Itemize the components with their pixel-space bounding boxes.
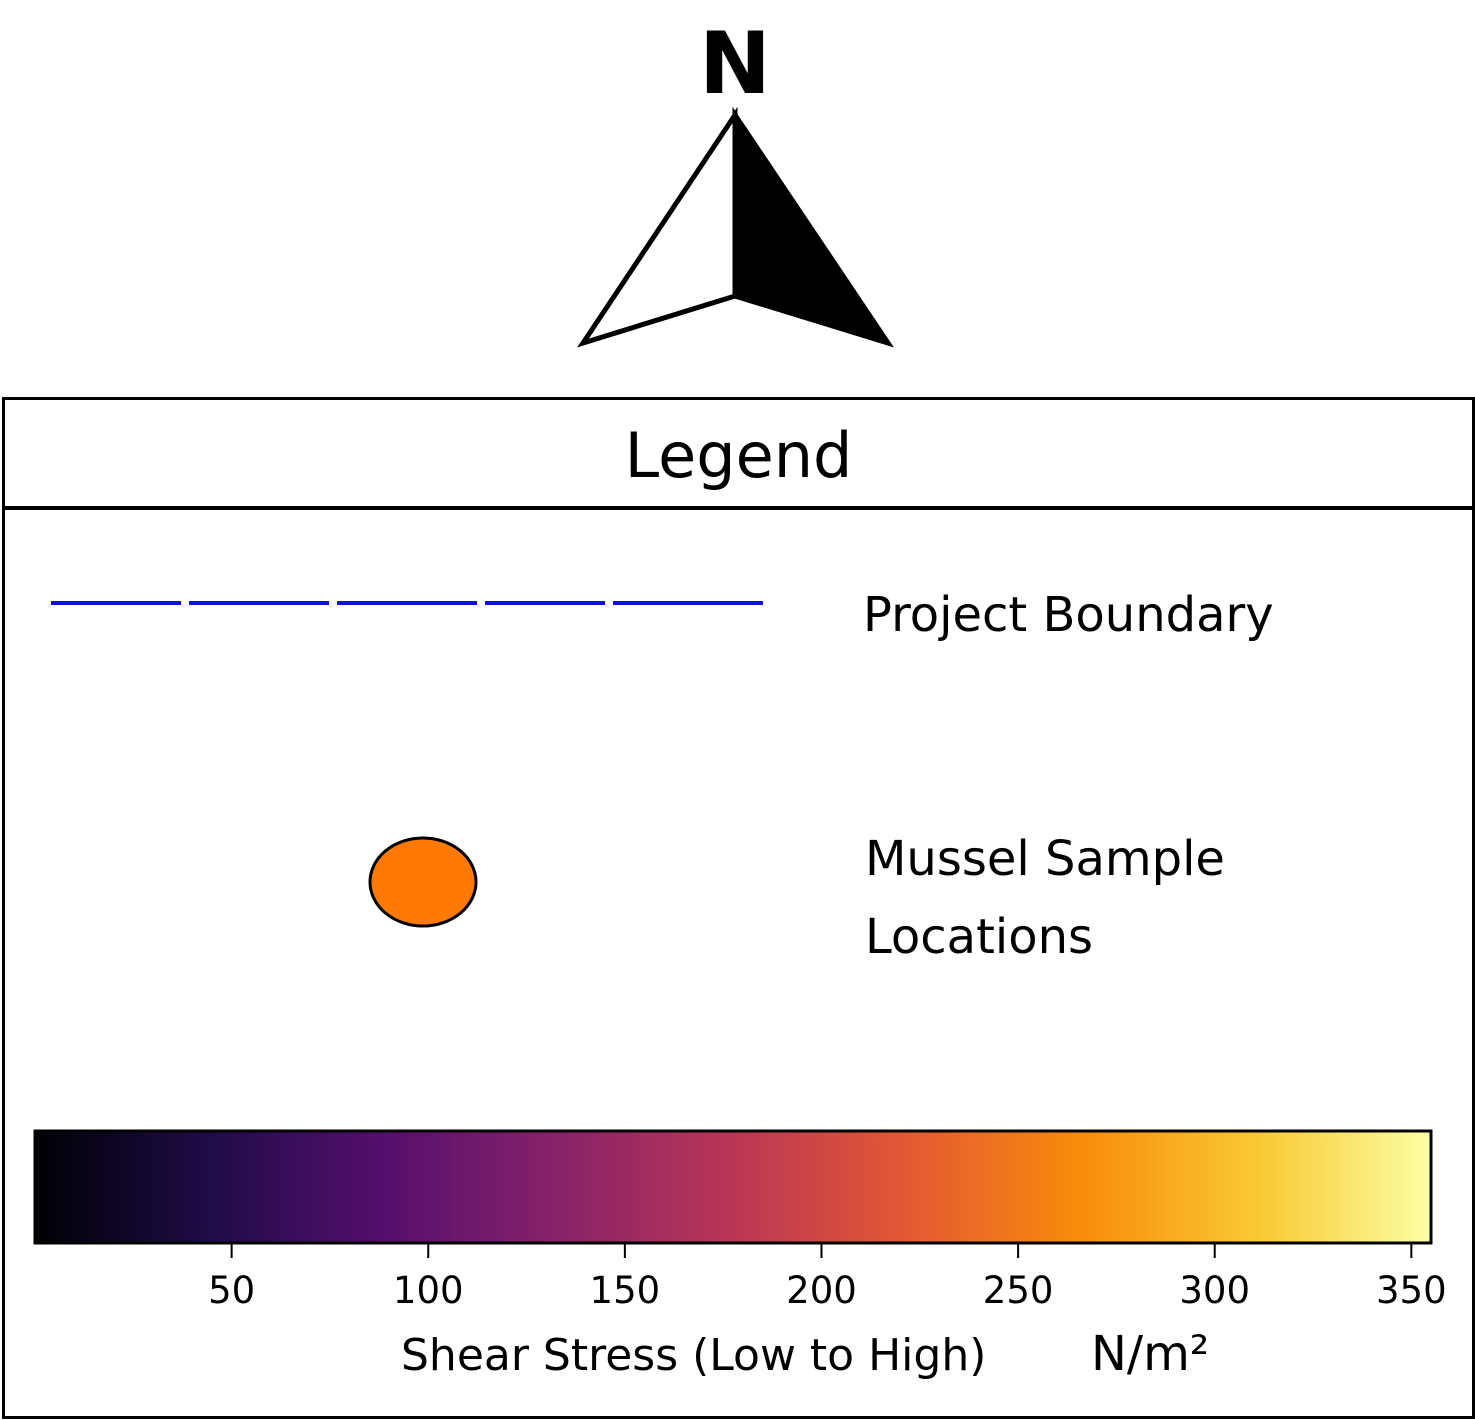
colorbar-axis-label: Shear Stress (Low to High) [401, 1330, 986, 1381]
mussel-sample-label-line-1: Mussel Sample [865, 831, 1225, 887]
legend-panel: Legend Project Boundary Mussel Sample Lo… [2, 397, 1475, 1419]
north-label: N [699, 25, 771, 114]
legend-header: Legend [5, 400, 1472, 510]
mussel-sample-label: Mussel Sample Locations [865, 820, 1425, 976]
north-arrow-right-half [732, 106, 895, 348]
colorbar-unit-label: N/m² [1091, 1326, 1209, 1382]
colorbar-tick-label-250: 250 [983, 1269, 1054, 1312]
north-arrow-left-half [577, 106, 738, 348]
project-boundary-symbol [51, 601, 778, 605]
colorbar-ticks: 50 100 150 200 250 300 350 [208, 1243, 1447, 1312]
colorbar-tick-label-150: 150 [590, 1269, 661, 1312]
colorbar-tick-label-100: 100 [393, 1269, 464, 1312]
north-arrow: N [577, 25, 895, 348]
mussel-sample-dot [368, 836, 478, 928]
mussel-sample-label-line-2: Locations [865, 909, 1094, 965]
mussel-sample-symbol [368, 836, 478, 928]
colorbar-tick-label-350: 350 [1376, 1269, 1447, 1312]
project-boundary-label: Project Boundary [863, 587, 1274, 643]
colorbar-tick-label-50: 50 [208, 1269, 255, 1312]
colorbar-tick-label-200: 200 [786, 1269, 857, 1312]
colorbar-tick-label-300: 300 [1179, 1269, 1250, 1312]
shear-stress-colorbar: 50 100 150 200 250 300 350 Shear Stress (Low t… [33, 1129, 1447, 1382]
legend-title: Legend [624, 419, 853, 492]
colorbar-gradient [33, 1129, 1433, 1245]
